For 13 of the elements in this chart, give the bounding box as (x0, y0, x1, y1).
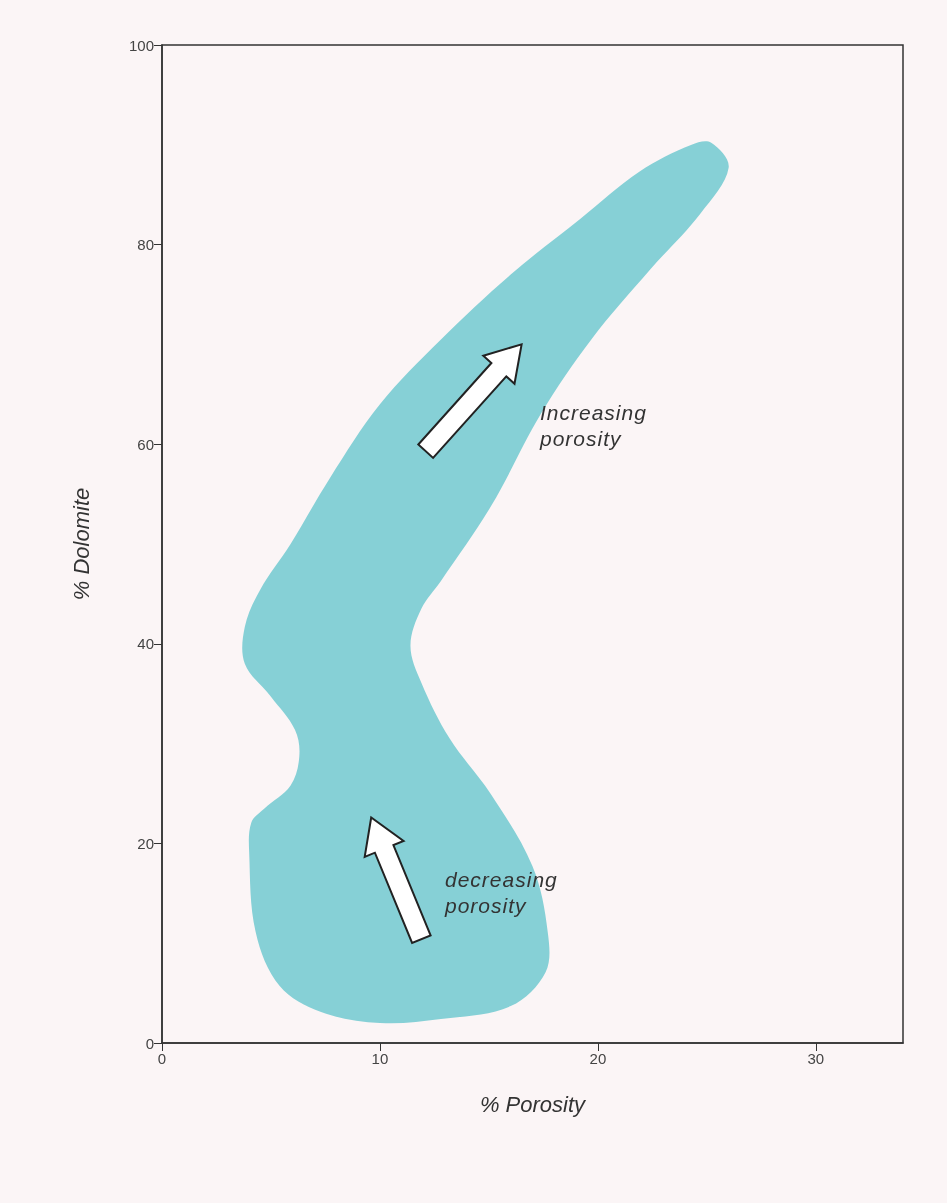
y-tick-label: 100 (128, 36, 154, 54)
annotation: Increasing porosity (539, 401, 647, 450)
x-tick-label: 10 (371, 1050, 389, 1067)
x-axis-title: % Porosity (479, 1091, 588, 1117)
y-axis-title: % Dolomite (68, 487, 94, 601)
x-tick-label: 0 (157, 1050, 167, 1067)
y-tick-label: 40 (137, 635, 154, 653)
y-tick-label: 20 (137, 834, 154, 852)
y-tick-label: 60 (137, 435, 154, 453)
y-tick-label: 80 (137, 236, 154, 254)
y-tick-label: 0 (145, 1034, 154, 1052)
x-tick-label: 20 (589, 1050, 607, 1067)
x-tick-label: 30 (807, 1050, 825, 1067)
